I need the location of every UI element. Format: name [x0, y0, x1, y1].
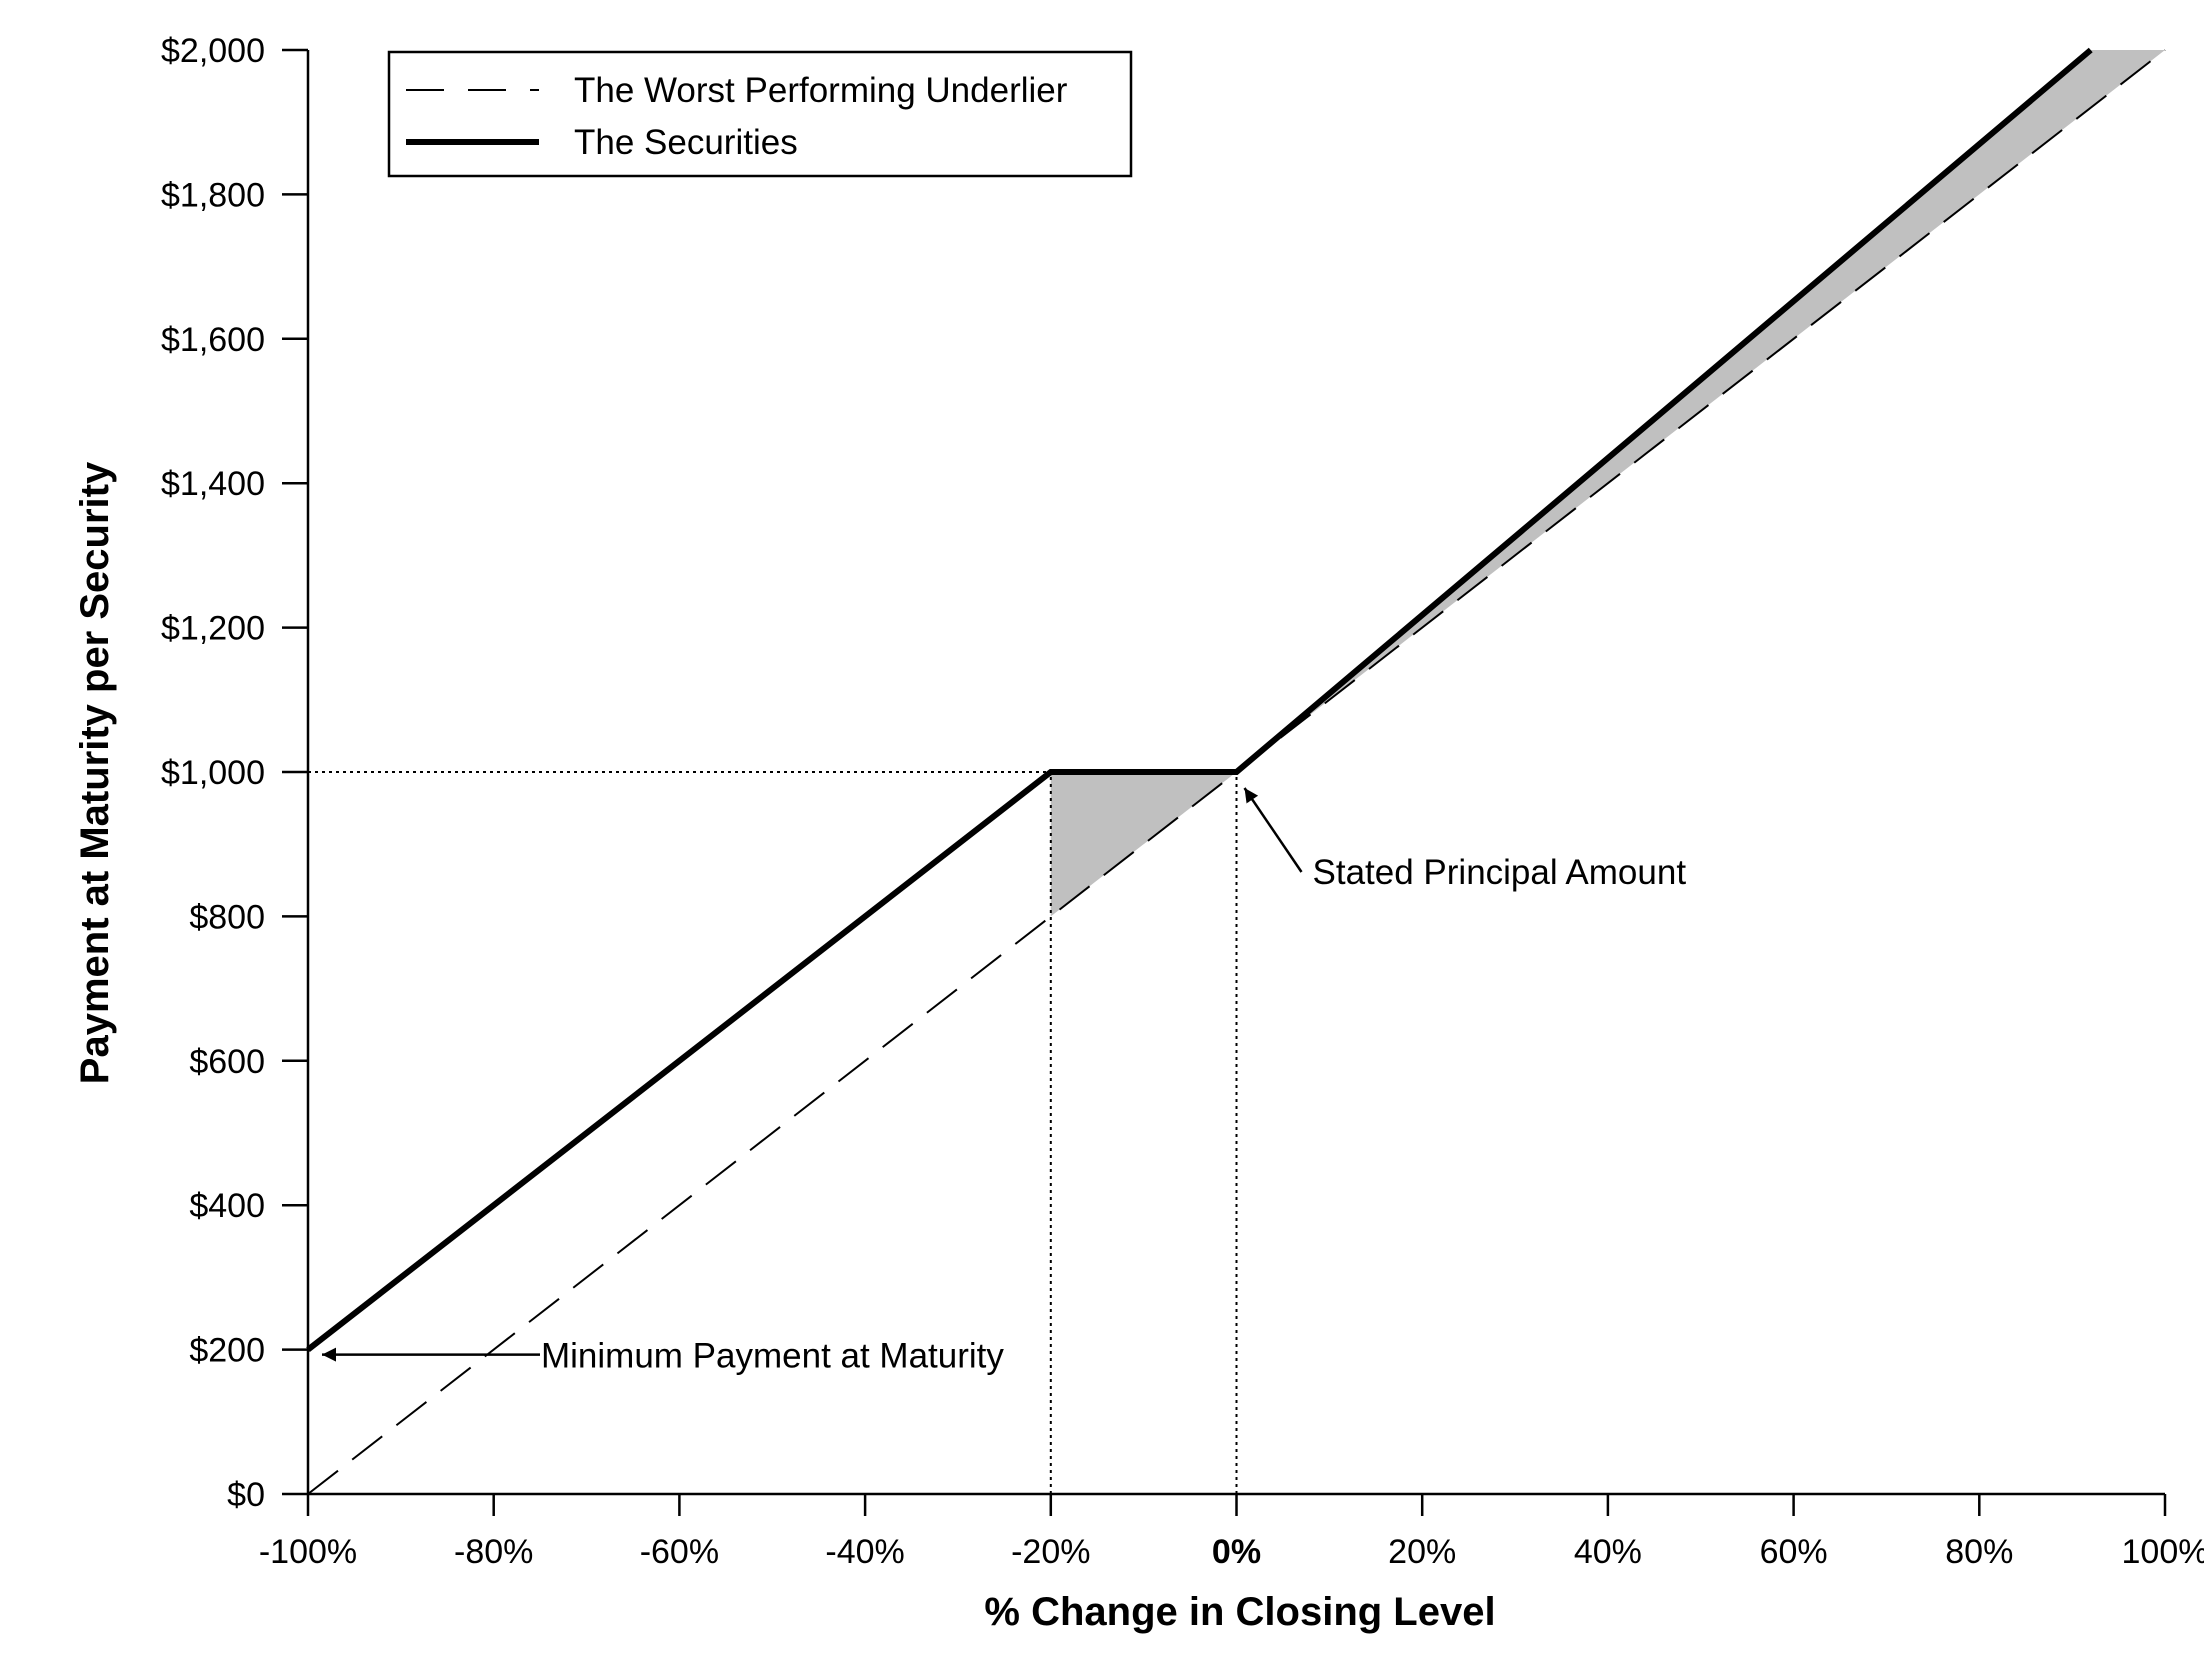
legend-label-1: The Worst Performing Underlier	[574, 71, 1068, 110]
x-axis-title: % Change in Closing Level	[984, 1590, 1495, 1634]
y-tick-label: $2,000	[161, 32, 265, 70]
y-tick-label: $600	[189, 1043, 265, 1081]
series-line-2	[306, 47, 2093, 1352]
y-tick-label: $1,200	[161, 610, 265, 648]
x-tick-label: -20%	[1011, 1533, 1090, 1571]
axes-layer: $0 $200 $400 $600 $800 $1,000 $1,200 $1,400 $1,6…	[161, 32, 2204, 1571]
y-tick-label: $1,400	[161, 465, 265, 503]
x-tick-label: -40%	[825, 1533, 904, 1571]
x-tick-label: -60%	[640, 1533, 719, 1571]
y-axis-title: Payment at Maturity per Security	[73, 461, 117, 1084]
x-tick-label: 0%	[1212, 1533, 1261, 1571]
x-tick-label: -80%	[454, 1533, 533, 1571]
y-tick-label: $0	[227, 1476, 265, 1514]
y-tick-label: $400	[189, 1187, 265, 1225]
legend-box	[387, 50, 1133, 178]
y-tick-label: $800	[189, 898, 265, 936]
y-tick-label: $1,800	[161, 176, 265, 214]
reference-lines-layer	[308, 771, 1238, 1494]
x-tick-label: 40%	[1574, 1533, 1642, 1571]
series-layer	[306, 47, 2166, 1495]
shaded-region-1	[1050, 772, 1237, 917]
annotation-arrow-1	[1243, 787, 1303, 873]
x-tick-label: 20%	[1388, 1533, 1456, 1571]
x-tick-label: -100%	[259, 1533, 357, 1571]
y-tick-label: $1,000	[161, 754, 265, 792]
y-tick-label: $200	[189, 1332, 265, 1370]
legend: The Worst Performing Underlier The Securi…	[387, 50, 1133, 178]
legend-label-2: The Securities	[574, 123, 798, 162]
y-tick-label: $1,600	[161, 321, 265, 359]
annotation-text-1: Stated Principal Amount	[1313, 853, 1687, 892]
x-tick-label: 60%	[1760, 1533, 1828, 1571]
x-tick-label: 100%	[2122, 1533, 2204, 1571]
annotation-text-2: Minimum Payment at Maturity	[541, 1337, 1004, 1376]
x-tick-label: 80%	[1945, 1533, 2013, 1571]
annotations-layer: Stated Principal Amount Minimum Payment a…	[322, 787, 1687, 1376]
